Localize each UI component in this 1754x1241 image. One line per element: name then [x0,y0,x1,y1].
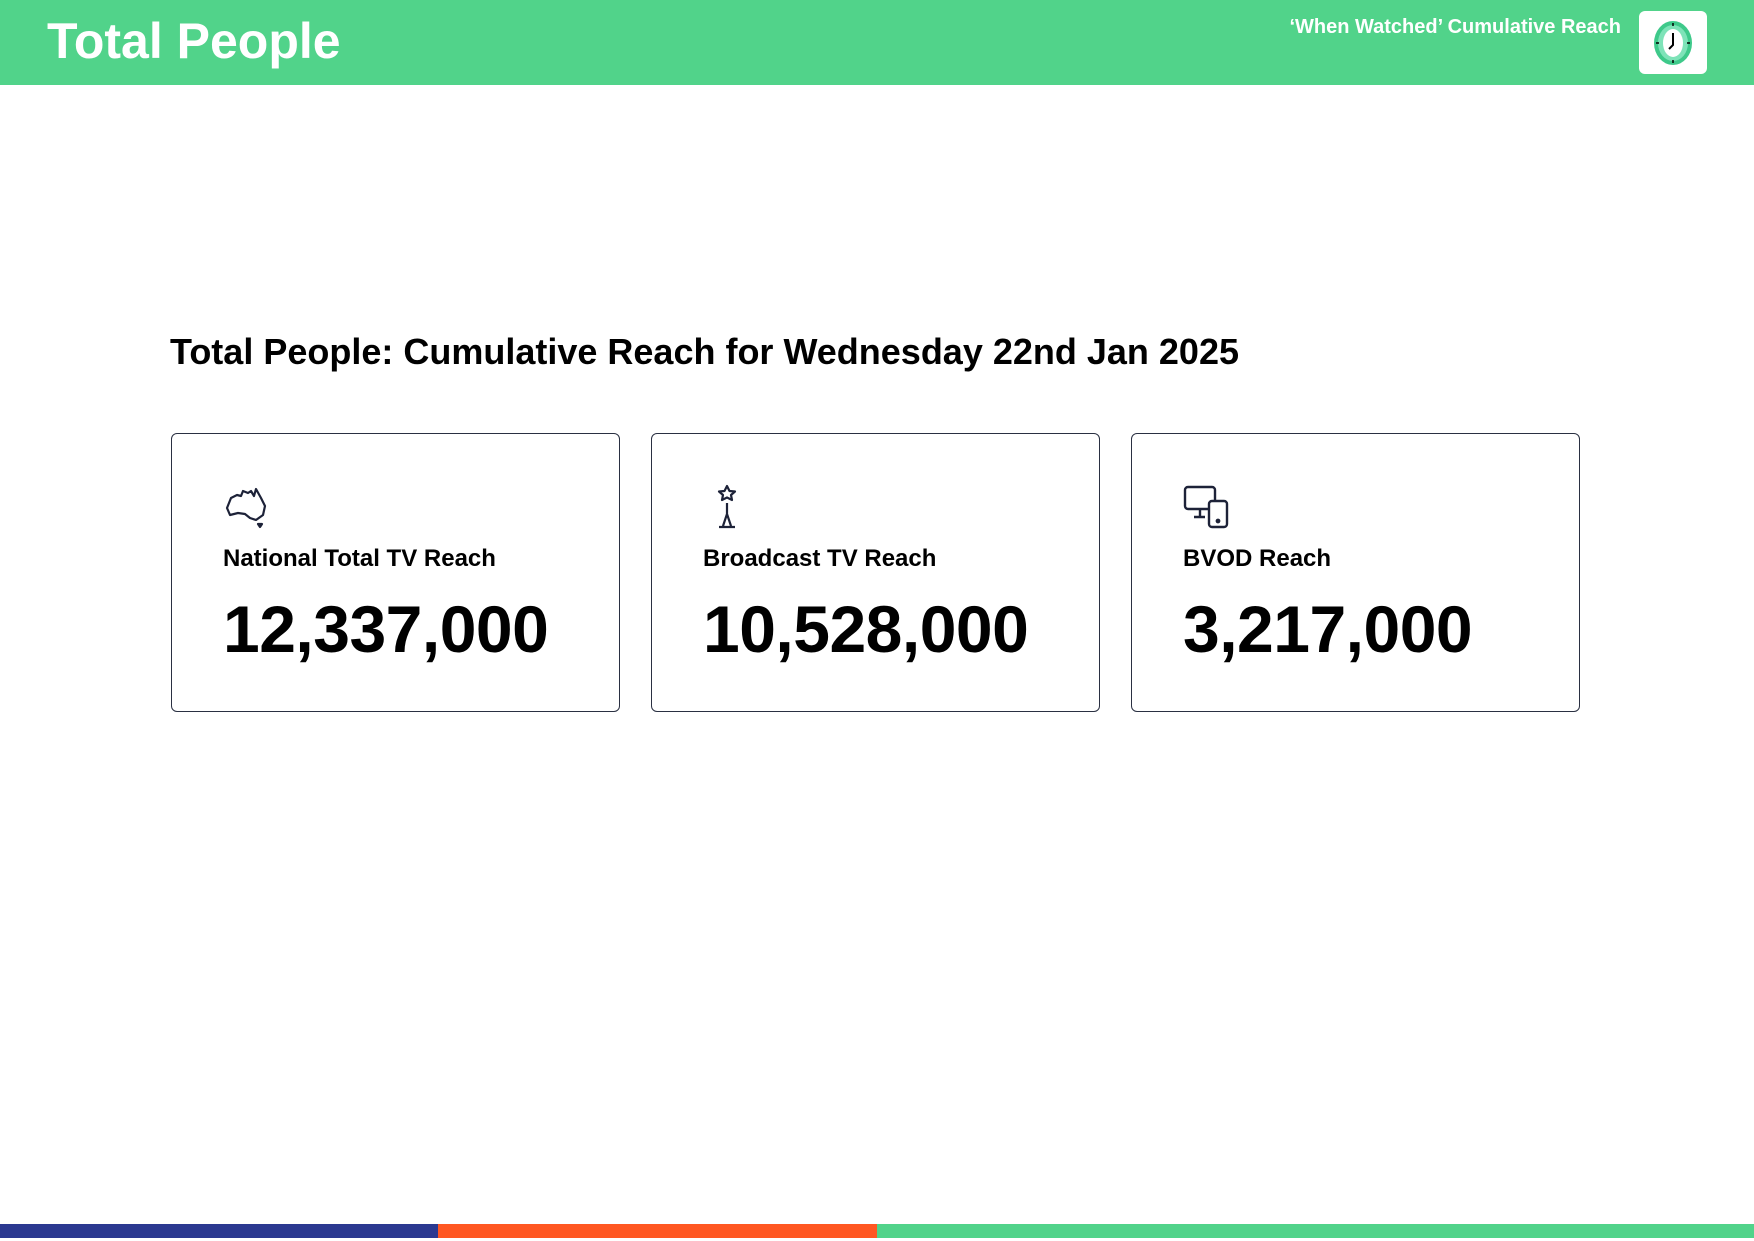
australia-map-icon [223,484,271,532]
card-value: 3,217,000 [1183,592,1473,666]
section-heading: Total People: Cumulative Reach for Wedne… [170,331,1239,372]
devices-icon [1183,484,1231,532]
card-value: 12,337,000 [223,592,549,666]
broadcast-reach-card: Broadcast TV Reach 10,528,000 [651,433,1100,712]
card-label: National Total TV Reach [223,545,496,572]
card-label: Broadcast TV Reach [703,545,937,572]
report-subtitle: ‘When Watched’ Cumulative Reach [1289,16,1621,38]
footer-stripe-blue [0,1224,438,1238]
bvod-reach-card: BVOD Reach 3,217,000 [1131,433,1580,712]
card-label: BVOD Reach [1183,545,1332,572]
page-title: Total People [47,13,341,69]
card-value: 10,528,000 [703,592,1029,666]
broadcast-tower-icon [703,484,751,532]
footer-stripe-green [877,1224,1754,1238]
clock-icon [1639,11,1707,74]
header-bar: Total People ‘When Watched’ Cumulative R… [0,0,1754,85]
footer-stripe-orange [438,1224,877,1238]
national-reach-card: National Total TV Reach 12,337,000 [171,433,620,712]
